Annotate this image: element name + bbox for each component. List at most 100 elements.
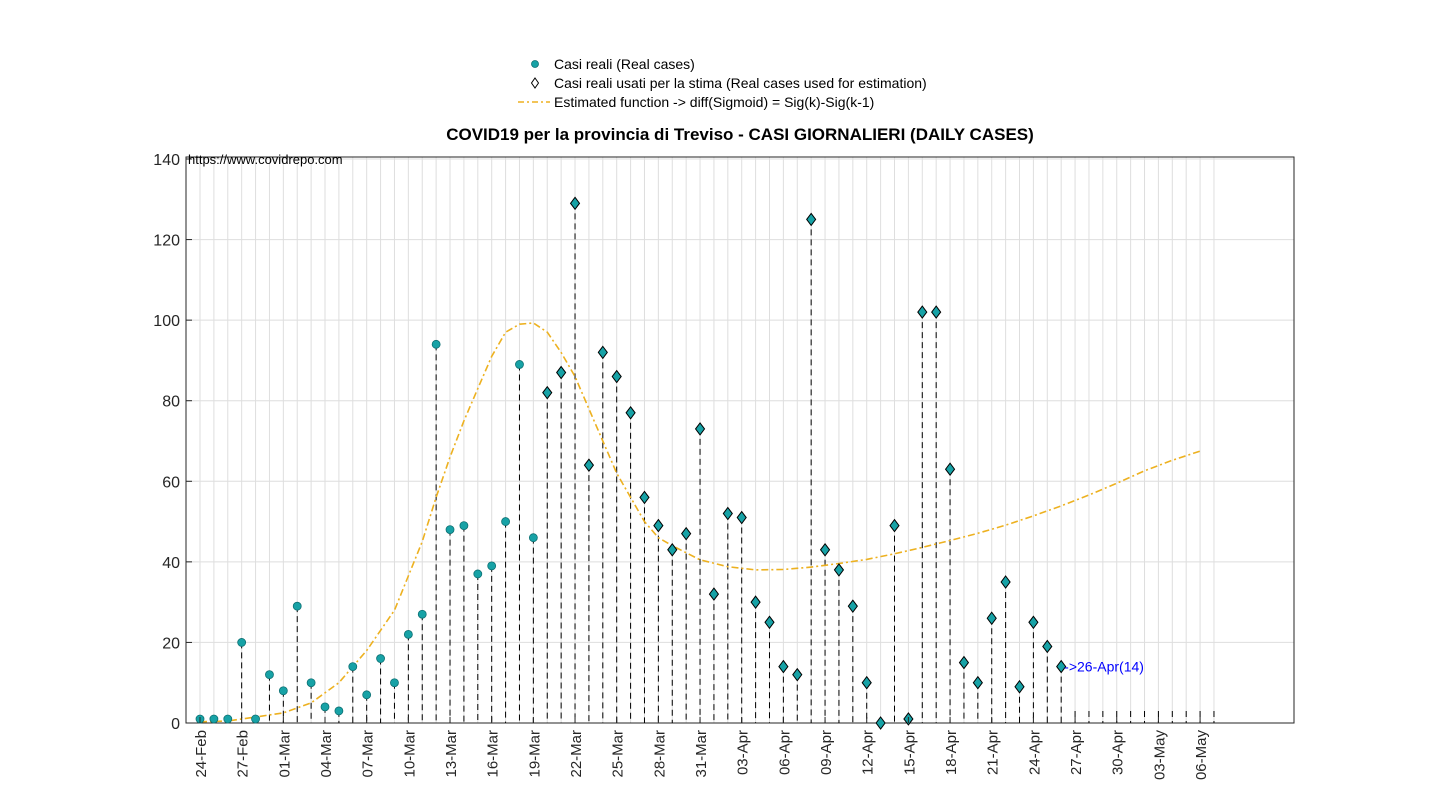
x-tick-label: 28-Mar (651, 730, 668, 778)
used-case-point (626, 407, 635, 419)
x-tick-label: 16-Mar (485, 730, 502, 778)
used-case-point (959, 657, 968, 669)
x-tick-label: 19-Mar (526, 730, 543, 778)
used-case-point (737, 512, 746, 524)
x-tick-label: 24-Feb (193, 730, 210, 778)
used-case-point (654, 520, 663, 532)
used-case-point (876, 717, 885, 729)
y-tick-label: 120 (153, 233, 180, 250)
y-tick-label: 140 (153, 152, 180, 169)
real-case-point (529, 534, 537, 542)
x-tick-label: 07-Mar (360, 730, 377, 778)
real-case-point (279, 687, 287, 695)
legend-diamond-marker (532, 78, 539, 88)
x-tick-label: 24-Apr (1026, 730, 1043, 775)
used-case-point (571, 197, 580, 209)
used-case-point (612, 371, 621, 383)
used-case-point (1001, 576, 1010, 588)
used-case-point (807, 213, 816, 225)
x-tick-label: 04-Mar (318, 730, 335, 778)
grid (186, 157, 1294, 723)
x-tick-label: 21-Apr (985, 730, 1002, 775)
real-case-point (293, 602, 301, 610)
source-note: https://www.covidrepo.com (188, 152, 343, 167)
x-tick-label: 27-Apr (1068, 730, 1085, 775)
used-case-point (987, 612, 996, 624)
real-case-point (418, 610, 426, 618)
used-case-point (682, 528, 691, 540)
real-case-point (377, 655, 385, 663)
used-case-point (862, 677, 871, 689)
real-case-point (224, 715, 232, 723)
plot-area-border (186, 157, 1294, 723)
real-case-point (349, 663, 357, 671)
used-case-point (709, 588, 718, 600)
x-tick-label: 15-Apr (901, 730, 918, 775)
legend-entry-estimated: Estimated function -> diff(Sigmoid) = Si… (554, 94, 874, 110)
real-case-point (446, 526, 454, 534)
real-case-point (404, 630, 412, 638)
x-tick-label: 03-May (1151, 730, 1168, 781)
legend-entry-used-cases: Casi reali usati per la stima (Real case… (554, 75, 927, 91)
real-case-point (238, 638, 246, 646)
used-case-point (598, 346, 607, 358)
real-case-point (363, 691, 371, 699)
x-tick-label: 18-Apr (943, 730, 960, 775)
used-case-point (779, 661, 788, 673)
used-case-point (973, 677, 982, 689)
real-case-point (488, 562, 496, 570)
real-case-point (307, 679, 315, 687)
used-case-point (640, 491, 649, 503)
used-case-point (946, 463, 955, 475)
real-case-point (321, 703, 329, 711)
x-tick-label: 30-Apr (1110, 730, 1127, 775)
x-tick-label: 03-Apr (735, 730, 752, 775)
real-case-point (335, 707, 343, 715)
used-case-point (932, 306, 941, 318)
used-case-point (584, 459, 593, 471)
real-case-point (460, 522, 468, 530)
x-tick-label: 06-Apr (776, 730, 793, 775)
y-tick-label: 40 (162, 555, 180, 572)
used-case-point (890, 520, 899, 532)
used-case-point (751, 596, 760, 608)
used-case-point (1015, 681, 1024, 693)
used-case-point (918, 306, 927, 318)
legend: Casi reali (Real cases) Casi reali usati… (518, 56, 927, 110)
legend-entry-real-cases: Casi reali (Real cases) (554, 56, 695, 72)
x-tick-label: 12-Apr (860, 730, 877, 775)
real-case-point (502, 518, 510, 526)
stems (200, 203, 1214, 723)
x-tick-label: 06-May (1193, 730, 1210, 781)
used-case-point (557, 367, 566, 379)
used-case-point (1029, 616, 1038, 628)
x-tick-label: 01-Mar (276, 730, 293, 778)
real-case-point (210, 715, 218, 723)
x-axis-ticks: 24-Feb 27-Feb 01-Mar 04-Mar 07-Mar 10-Mar 13-M… (193, 717, 1210, 780)
real-case-point (515, 360, 523, 368)
used-case-point (765, 616, 774, 628)
x-tick-label: 25-Mar (610, 730, 627, 778)
used-case-point (543, 387, 552, 399)
real-case-point (474, 570, 482, 578)
used-case-point (668, 544, 677, 556)
x-tick-label: 13-Mar (443, 730, 460, 778)
used-case-point (821, 544, 830, 556)
y-tick-label: 80 (162, 394, 180, 411)
used-case-point (834, 564, 843, 576)
real-case-point (390, 679, 398, 687)
last-value-annotation: ->26-Apr(14) (1064, 659, 1144, 675)
real-case-point (432, 340, 440, 348)
x-tick-label: 22-Mar (568, 730, 585, 778)
x-tick-label: 09-Apr (818, 730, 835, 775)
y-tick-label: 60 (162, 474, 180, 491)
y-tick-label: 20 (162, 635, 180, 652)
x-tick-label: 31-Mar (693, 730, 710, 778)
legend-circle-marker (532, 61, 539, 68)
used-case-point (848, 600, 857, 612)
x-tick-label: 10-Mar (401, 730, 418, 778)
y-tick-label: 100 (153, 313, 180, 330)
used-case-point (793, 669, 802, 681)
x-tick-label: 27-Feb (235, 730, 252, 778)
